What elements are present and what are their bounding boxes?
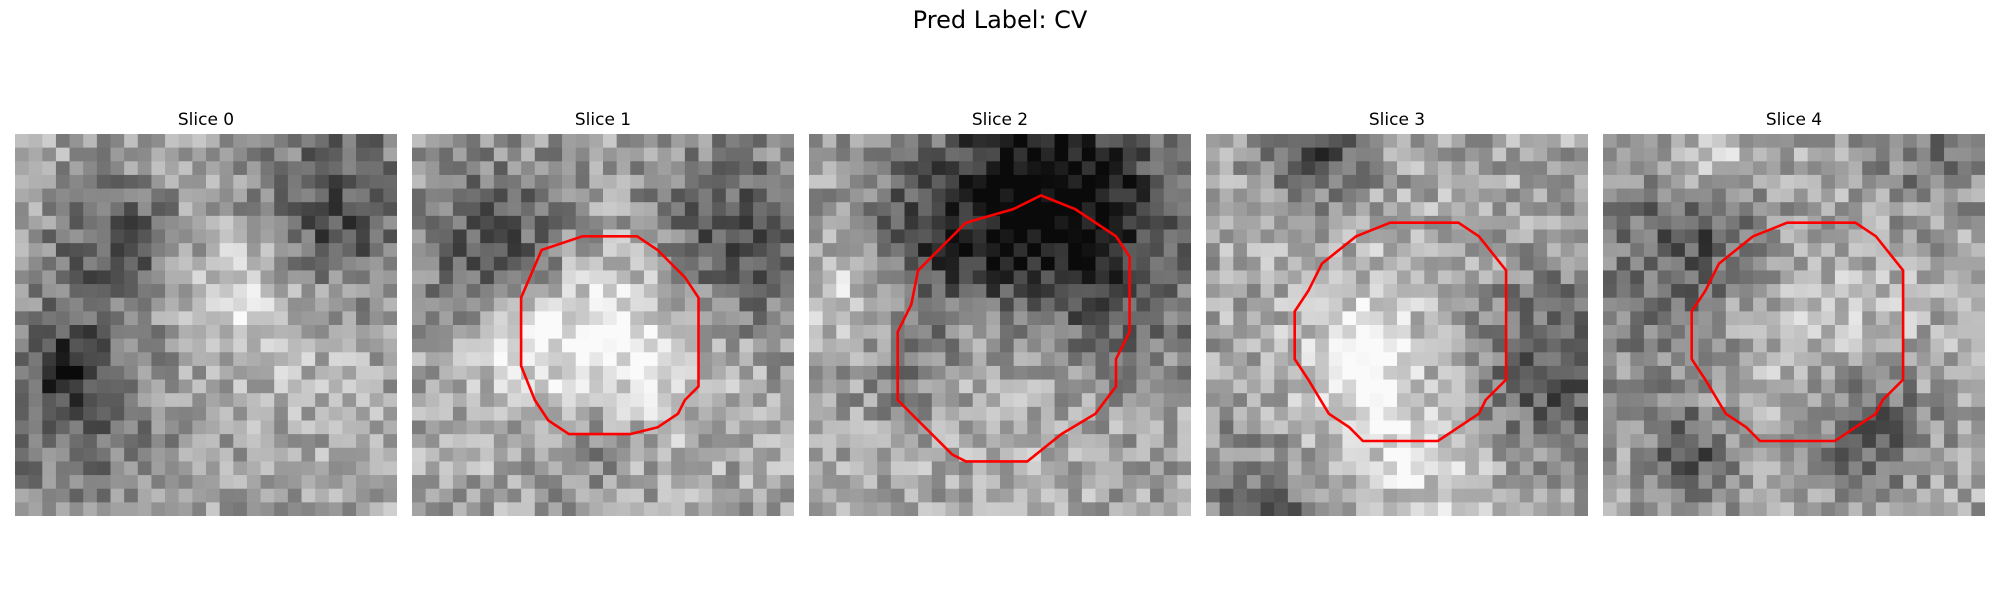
slice-image-2 xyxy=(809,134,1191,516)
slice-panel-1: Slice 1 xyxy=(412,108,794,516)
slice-title-0: Slice 0 xyxy=(177,110,235,130)
slice-panel-0: Slice 0 xyxy=(15,108,397,516)
slice-panel-3: Slice 3 xyxy=(1206,108,1588,516)
figure-title: Pred Label: CV xyxy=(912,6,1088,34)
slice-title-2: Slice 2 xyxy=(971,110,1029,130)
slice-image-1 xyxy=(412,134,794,516)
segmentation-contour xyxy=(519,235,700,436)
slice-image-1-svg xyxy=(412,134,794,516)
slice-title-1: Slice 1 xyxy=(574,110,632,130)
slice-title-3: Slice 3 xyxy=(1368,110,1426,130)
slice-image-4-svg xyxy=(1603,134,1985,516)
slice-image-3-svg xyxy=(1206,134,1588,516)
pixel-grid xyxy=(15,134,397,516)
segmentation-contour xyxy=(1293,221,1508,443)
slice-image-0-svg xyxy=(15,134,397,516)
slice-panel-2: Slice 2 xyxy=(809,108,1191,516)
pixel-grid xyxy=(1206,134,1588,516)
pixel-grid xyxy=(1603,134,1985,516)
pixel-grid xyxy=(412,134,794,516)
slice-title-4: Slice 4 xyxy=(1765,110,1823,130)
slice-image-3 xyxy=(1206,134,1588,516)
slice-image-4 xyxy=(1603,134,1985,516)
slice-image-2-svg xyxy=(809,134,1191,516)
slice-panel-4: Slice 4 xyxy=(1603,108,1985,516)
pixel-grid xyxy=(809,134,1191,516)
slice-image-0 xyxy=(15,134,397,516)
segmentation-contour xyxy=(896,193,1131,463)
segmentation-contour xyxy=(1690,221,1905,443)
